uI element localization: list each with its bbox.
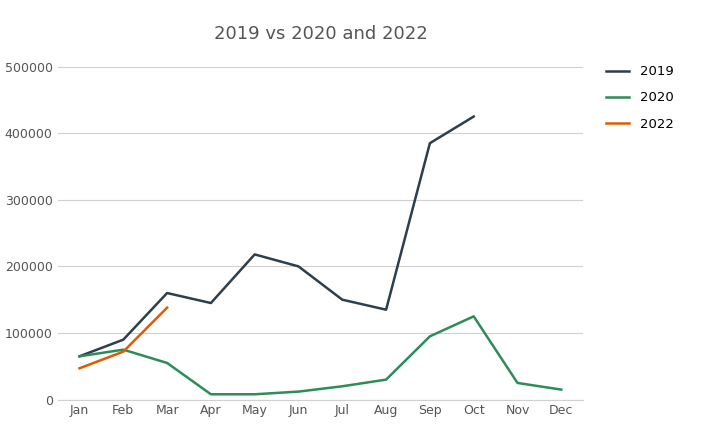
2020 [294, 389, 303, 394]
Line: 2019: 2019 [79, 117, 474, 356]
2020 [251, 392, 259, 397]
2019 [207, 300, 215, 305]
2020 [382, 377, 390, 382]
2020 [119, 347, 127, 353]
Line: 2022: 2022 [79, 308, 167, 369]
Title: 2019 vs 2020 and 2022: 2019 vs 2020 and 2022 [214, 25, 427, 44]
Legend: 2019, 2020, 2022: 2019, 2020, 2022 [600, 60, 679, 136]
2019 [75, 353, 84, 359]
2022 [163, 305, 171, 310]
2020 [207, 392, 215, 397]
2020 [75, 353, 84, 359]
2022 [75, 366, 84, 371]
2019 [469, 114, 478, 119]
2020 [163, 361, 171, 366]
2020 [338, 384, 346, 389]
2020 [513, 380, 522, 385]
2019 [382, 307, 390, 313]
Line: 2020: 2020 [79, 316, 562, 394]
2020 [426, 334, 434, 339]
2019 [119, 337, 127, 342]
2020 [557, 387, 566, 392]
2019 [294, 264, 303, 269]
2019 [251, 252, 259, 257]
2019 [338, 297, 346, 302]
2019 [426, 140, 434, 146]
2020 [469, 313, 478, 319]
2019 [163, 290, 171, 296]
2022 [119, 349, 127, 354]
